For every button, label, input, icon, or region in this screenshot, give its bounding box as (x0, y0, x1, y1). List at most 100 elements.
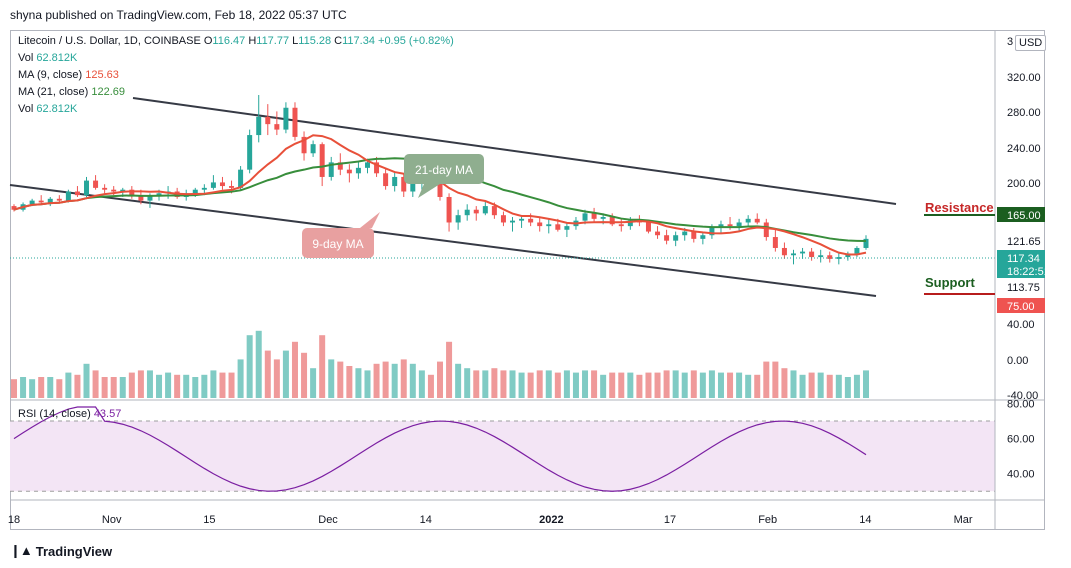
candle-body (247, 135, 253, 170)
volume-bar (464, 368, 471, 398)
candle-body (510, 220, 516, 223)
candle-body (691, 231, 697, 239)
volume-bar (11, 379, 17, 398)
volume-bar (382, 361, 389, 398)
x-tick-label: 18 (8, 514, 20, 526)
volume-bar (47, 377, 54, 398)
volume-bar (808, 372, 815, 398)
candle-body (383, 173, 389, 187)
volume-bar (210, 370, 217, 398)
volume-bar (772, 361, 779, 398)
volume-bar (301, 352, 308, 398)
candle-body (65, 191, 71, 201)
support-text: Support (925, 275, 975, 290)
ma21-callout-box (404, 154, 484, 184)
volume-bar (799, 374, 806, 398)
candle-body (210, 182, 216, 188)
price-tick-label: 40.00 (1007, 319, 1035, 331)
legend-vol2-row: Vol 62.812K (18, 103, 77, 115)
x-tick-label: 14 (420, 514, 432, 526)
candle-body (337, 162, 343, 170)
x-tick-label: 2022 (539, 514, 563, 526)
volume-bar (427, 374, 434, 398)
trend-channel (9, 97, 897, 297)
candle-body (664, 235, 670, 241)
volume-bar (228, 372, 235, 398)
candle-body (401, 176, 407, 192)
volume-bar (500, 370, 507, 398)
candle-body (781, 247, 787, 256)
annotations: 21-day MA 9-day MA Resistance Support 165.00… (302, 154, 1050, 313)
candle-body (537, 222, 543, 227)
volume-bar (183, 374, 190, 398)
ma9-callout-text: 9-day MA (312, 237, 363, 251)
volume-bar (38, 377, 45, 398)
candle-body (600, 217, 606, 219)
volume-bar (754, 374, 761, 398)
price-tick-label: -40.00 (1007, 390, 1038, 402)
volume-bar (20, 377, 27, 398)
volume-bar (137, 370, 144, 398)
volume-bar (319, 335, 326, 398)
price-tick-label: 240.00 (1007, 143, 1041, 155)
volume-bar (391, 363, 398, 398)
open-value: 116.47 (212, 35, 246, 47)
high-value: 117.77 (256, 35, 290, 47)
candle-body (718, 224, 724, 228)
vol2-value: 62.812K (36, 103, 78, 115)
volume-bar (717, 372, 724, 398)
rsi-line (13, 406, 867, 492)
candle-body (47, 198, 53, 203)
ma9-value: 125.63 (85, 69, 119, 81)
channel-upper-line (132, 97, 897, 205)
volume-bar (282, 350, 289, 398)
candle-body (446, 196, 452, 223)
candle-body (319, 144, 325, 177)
candle-body (283, 107, 289, 130)
volume-bar (165, 372, 172, 398)
candle-body (84, 180, 90, 196)
candle-body (201, 187, 207, 190)
volume-bar (790, 370, 797, 398)
rsi-value: 43.57 (93, 408, 122, 420)
volume-bar (437, 361, 443, 398)
price-tick-label: 280.00 (1007, 107, 1041, 119)
volume-bar (681, 372, 688, 398)
currency-badge[interactable]: USD (1015, 35, 1047, 51)
ma9-label: MA (9, close) (18, 69, 83, 81)
ma21-label: MA (21, close) (18, 86, 89, 98)
volume-bar (509, 370, 516, 398)
candle-body (854, 247, 860, 254)
candle-body (645, 222, 651, 232)
resistance-price-label: 165.00 (1007, 210, 1041, 222)
candle-body (727, 224, 733, 227)
rsi-band (10, 420, 995, 492)
volume-bar (273, 359, 280, 398)
volume-bars (11, 330, 869, 398)
resistance-text: Resistance (925, 200, 994, 215)
volume-bar (355, 368, 362, 398)
candle-body (700, 235, 706, 239)
volume-bar (527, 372, 534, 398)
price-axis: 320.00 280.00 240.00 200.00 40.00 0.00 -40.00 3… (994, 30, 1041, 530)
volume-bar (708, 370, 715, 398)
candle-body (709, 227, 715, 236)
candle-body (745, 218, 751, 223)
volume-bar (645, 372, 652, 398)
candle-body (473, 209, 479, 214)
chart-frame[interactable] (10, 30, 1045, 530)
brand[interactable]: ❙▲ TradingView (10, 543, 112, 559)
volume-bar (863, 370, 869, 398)
volume-bar (346, 366, 353, 398)
candle-body (500, 215, 506, 223)
volume-bar (56, 379, 63, 398)
volume-bar (582, 370, 589, 398)
candle-body (156, 193, 162, 196)
ma21-value: 122.69 (91, 86, 126, 98)
volume-bar (255, 330, 262, 398)
ma9-callout-pointer (360, 212, 380, 228)
volume-bar (536, 370, 543, 398)
volume-bar (736, 372, 743, 398)
candle-body (528, 218, 534, 223)
